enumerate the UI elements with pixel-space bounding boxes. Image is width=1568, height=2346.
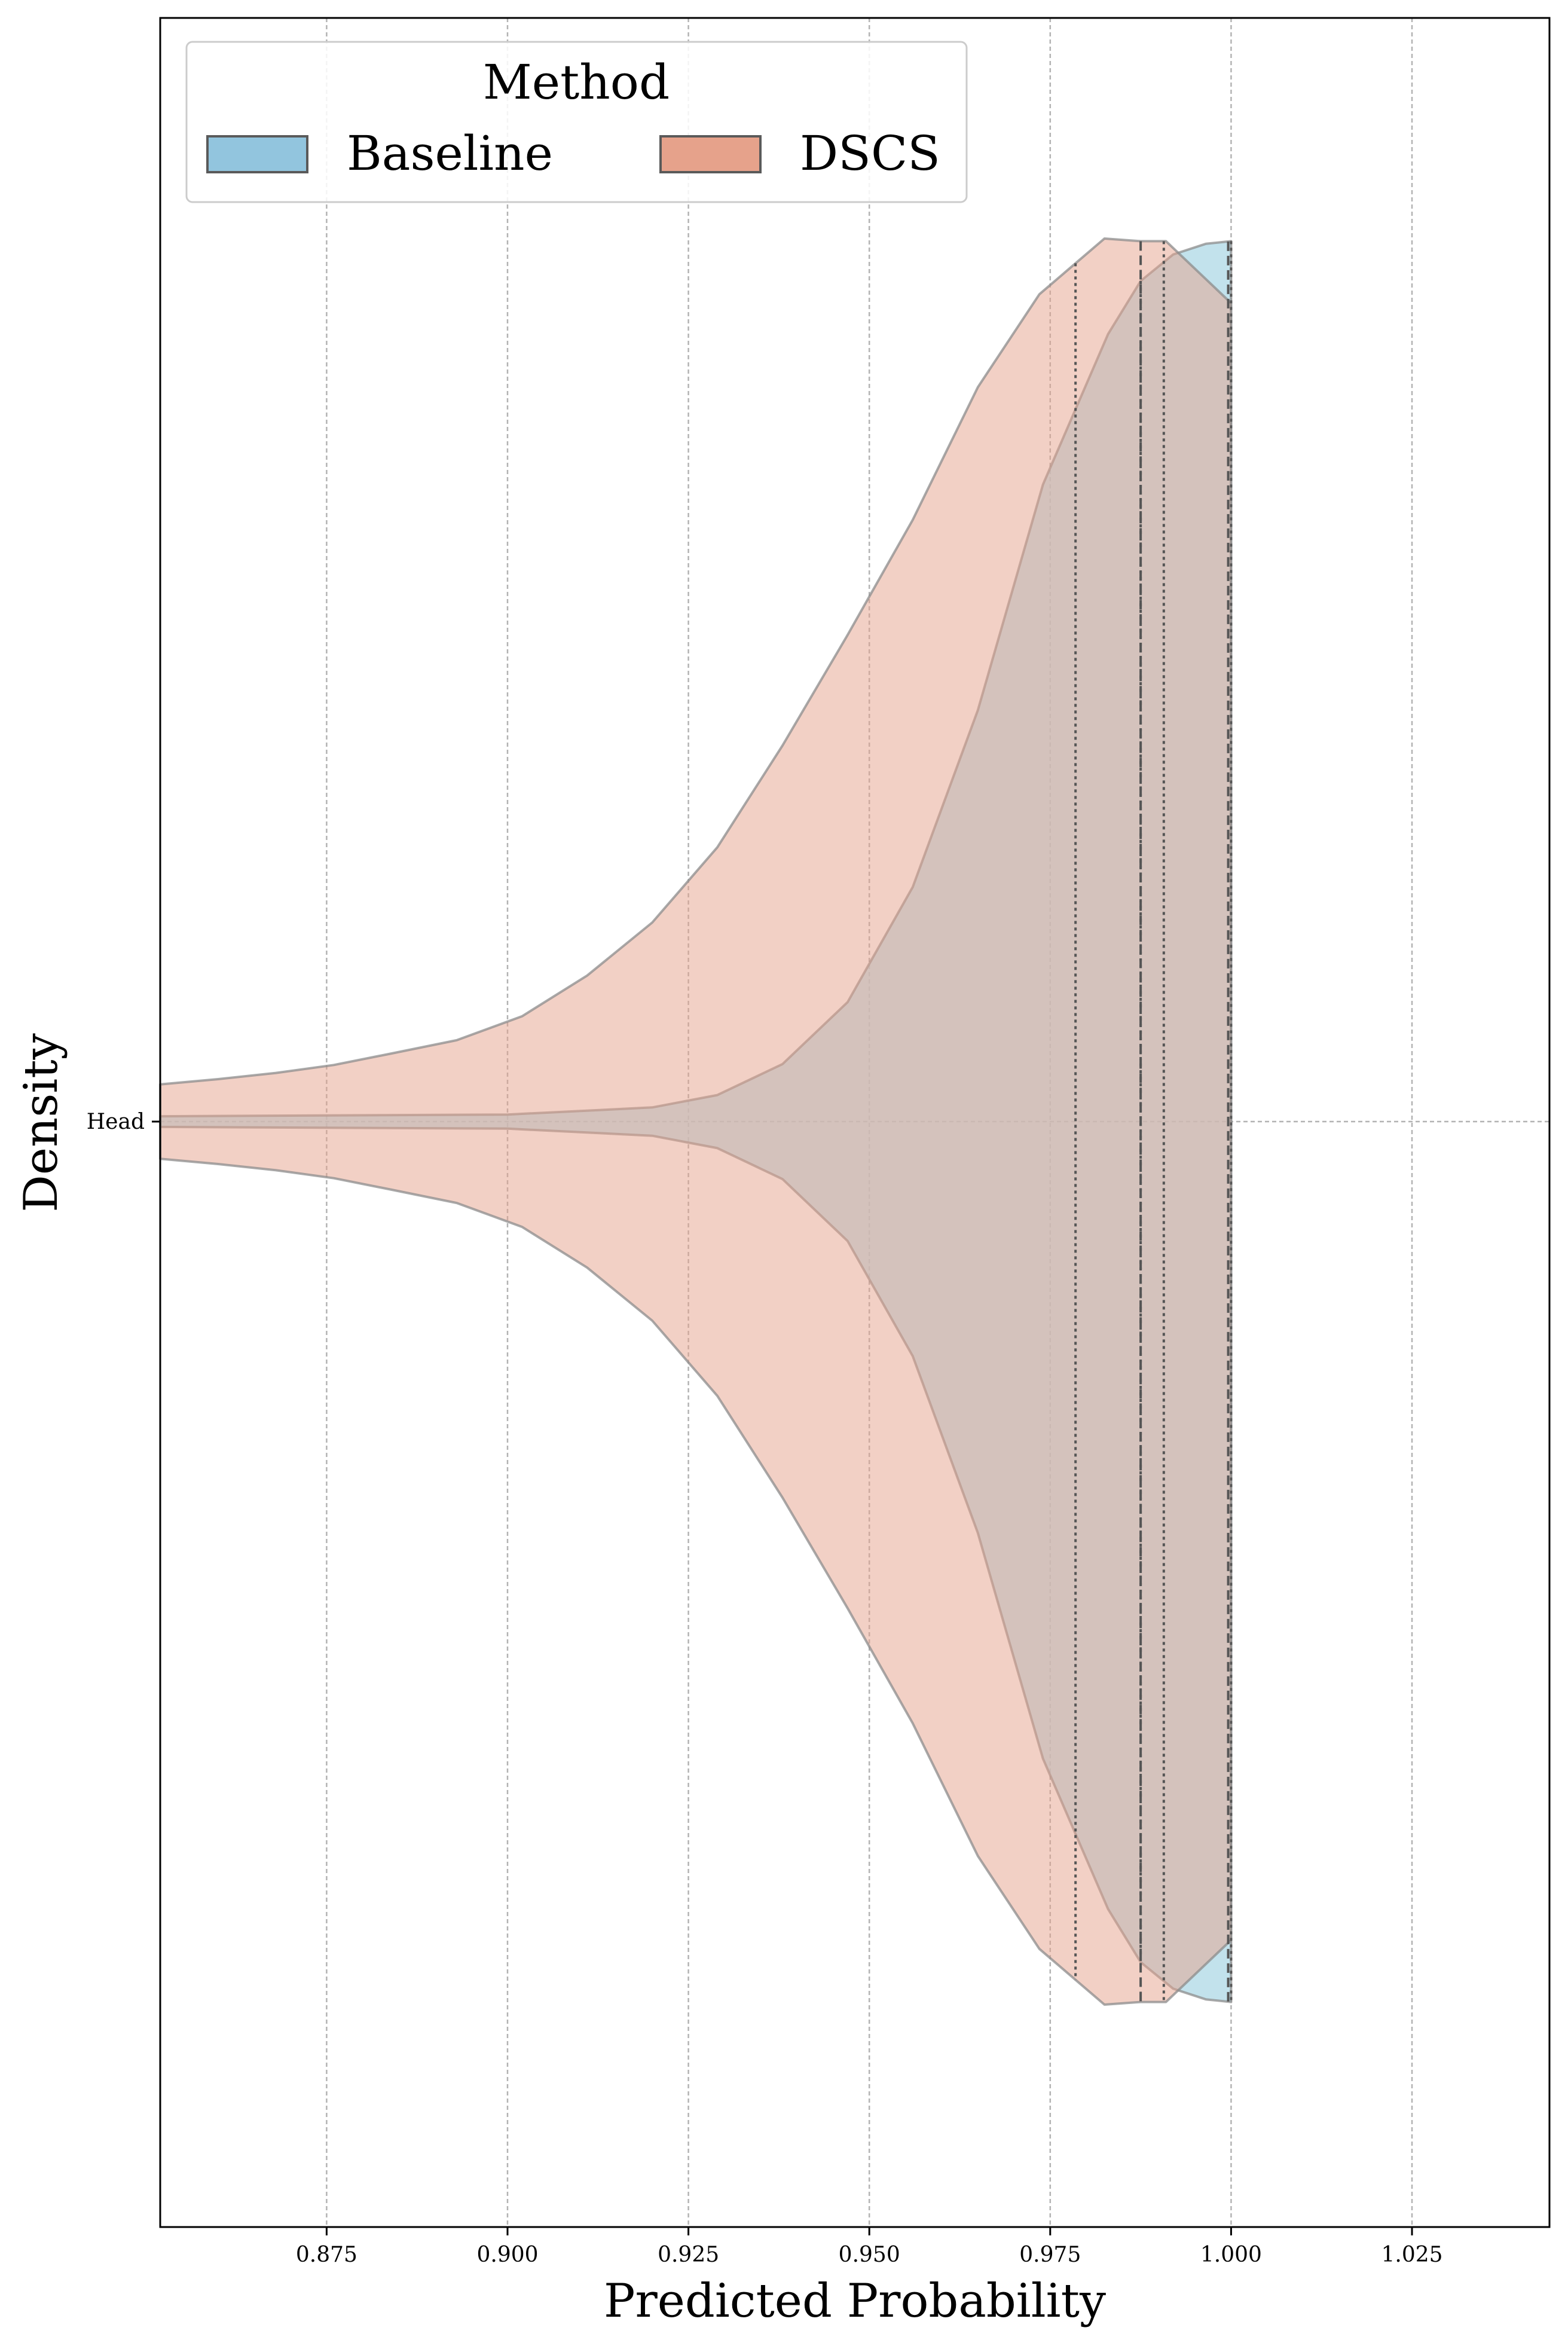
legend-title: Method — [483, 54, 670, 110]
legend: Method Baseline DSCS — [185, 41, 968, 203]
legend-box — [185, 41, 968, 203]
x-axis-ticks: 0.875 0.900 0.925 0.950 0.975 1.000 1.025 — [296, 2227, 1443, 2267]
x-tick-label: 0.875 — [296, 2243, 357, 2267]
x-tick-label: 0.925 — [658, 2243, 719, 2267]
x-tick-label: 1.000 — [1200, 2243, 1262, 2267]
x-tick-label: 1.025 — [1381, 2243, 1442, 2267]
legend-swatch-baseline — [206, 135, 308, 173]
x-tick-label: 0.975 — [1019, 2243, 1081, 2267]
y-tick-label: Head — [87, 1110, 145, 1134]
x-tick-label: 0.900 — [476, 2243, 538, 2267]
legend-label-dscs: DSCS — [800, 126, 940, 181]
x-axis-label: Predicted Probability — [604, 2274, 1106, 2328]
x-tick-label: 0.950 — [839, 2243, 900, 2267]
quartile-lines — [1074, 241, 1233, 2002]
legend-swatch-dscs — [659, 135, 762, 173]
legend-label-baseline: Baseline — [347, 126, 553, 181]
y-axis-ticks: Head — [87, 1110, 160, 1134]
y-axis-label: Density — [14, 1033, 68, 1212]
